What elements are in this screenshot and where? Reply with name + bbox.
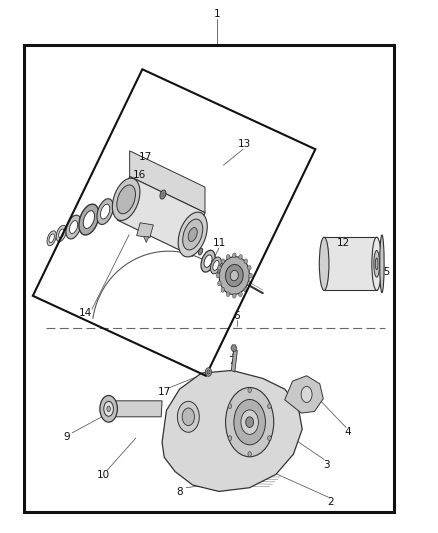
Text: 3: 3 bbox=[323, 460, 330, 470]
Ellipse shape bbox=[244, 287, 247, 292]
Polygon shape bbox=[137, 223, 153, 238]
Ellipse shape bbox=[234, 400, 265, 445]
Ellipse shape bbox=[228, 436, 232, 440]
Ellipse shape bbox=[59, 229, 64, 238]
Ellipse shape bbox=[66, 215, 81, 239]
Ellipse shape bbox=[216, 273, 220, 278]
Ellipse shape bbox=[97, 199, 113, 224]
Ellipse shape bbox=[198, 248, 203, 255]
Ellipse shape bbox=[226, 387, 274, 457]
Ellipse shape bbox=[244, 259, 247, 264]
Ellipse shape bbox=[218, 262, 227, 276]
Ellipse shape bbox=[183, 219, 203, 250]
Ellipse shape bbox=[177, 401, 199, 432]
Polygon shape bbox=[324, 237, 377, 290]
Ellipse shape bbox=[221, 259, 225, 264]
Text: 17: 17 bbox=[139, 152, 152, 161]
Ellipse shape bbox=[221, 287, 225, 292]
Text: 4: 4 bbox=[345, 427, 352, 437]
Ellipse shape bbox=[210, 257, 222, 274]
Ellipse shape bbox=[70, 221, 78, 233]
Ellipse shape bbox=[246, 417, 254, 427]
Text: 9: 9 bbox=[63, 432, 70, 442]
Ellipse shape bbox=[161, 192, 165, 197]
Ellipse shape bbox=[218, 265, 221, 270]
Ellipse shape bbox=[247, 281, 251, 286]
Ellipse shape bbox=[241, 410, 258, 434]
Ellipse shape bbox=[248, 452, 251, 456]
Ellipse shape bbox=[248, 387, 251, 392]
Ellipse shape bbox=[56, 225, 67, 241]
Ellipse shape bbox=[201, 250, 215, 272]
Ellipse shape bbox=[207, 370, 210, 374]
Text: 7: 7 bbox=[228, 356, 235, 366]
Ellipse shape bbox=[218, 281, 221, 286]
Ellipse shape bbox=[268, 436, 271, 440]
Ellipse shape bbox=[205, 368, 212, 376]
Ellipse shape bbox=[113, 178, 140, 221]
Ellipse shape bbox=[204, 255, 212, 268]
Polygon shape bbox=[144, 237, 149, 243]
Ellipse shape bbox=[100, 204, 110, 219]
Ellipse shape bbox=[372, 237, 381, 290]
Ellipse shape bbox=[230, 270, 238, 281]
Ellipse shape bbox=[226, 264, 243, 287]
Ellipse shape bbox=[117, 185, 135, 214]
Text: 16: 16 bbox=[133, 170, 146, 180]
Ellipse shape bbox=[301, 386, 312, 402]
Ellipse shape bbox=[233, 253, 236, 257]
Ellipse shape bbox=[83, 211, 95, 229]
Text: 17: 17 bbox=[158, 387, 171, 397]
Polygon shape bbox=[231, 349, 237, 372]
Ellipse shape bbox=[107, 406, 110, 411]
Bar bbox=[24, 45, 394, 512]
Ellipse shape bbox=[160, 190, 166, 199]
Ellipse shape bbox=[239, 292, 242, 297]
Polygon shape bbox=[285, 376, 323, 413]
Polygon shape bbox=[130, 151, 205, 213]
Ellipse shape bbox=[374, 251, 379, 277]
Polygon shape bbox=[112, 401, 162, 417]
Text: 11: 11 bbox=[212, 238, 226, 247]
Polygon shape bbox=[117, 176, 205, 256]
Ellipse shape bbox=[233, 294, 236, 298]
Ellipse shape bbox=[49, 234, 54, 243]
Text: 12: 12 bbox=[337, 238, 350, 247]
Ellipse shape bbox=[375, 258, 378, 270]
Text: 13: 13 bbox=[237, 139, 251, 149]
Text: 1: 1 bbox=[213, 10, 220, 19]
Ellipse shape bbox=[319, 237, 329, 290]
Ellipse shape bbox=[249, 273, 252, 278]
Ellipse shape bbox=[79, 204, 99, 235]
Text: 2: 2 bbox=[327, 497, 334, 507]
Text: 14: 14 bbox=[79, 309, 92, 318]
Ellipse shape bbox=[104, 401, 113, 416]
Text: 10: 10 bbox=[96, 471, 110, 480]
Ellipse shape bbox=[188, 228, 197, 241]
Text: 6: 6 bbox=[233, 311, 240, 320]
Ellipse shape bbox=[226, 254, 230, 259]
Ellipse shape bbox=[100, 395, 117, 422]
Ellipse shape bbox=[47, 231, 57, 246]
Ellipse shape bbox=[247, 265, 251, 270]
Ellipse shape bbox=[226, 292, 230, 297]
Ellipse shape bbox=[178, 212, 207, 257]
Ellipse shape bbox=[239, 254, 242, 259]
Ellipse shape bbox=[380, 235, 384, 293]
Ellipse shape bbox=[182, 408, 194, 425]
Ellipse shape bbox=[228, 404, 232, 408]
Text: 15: 15 bbox=[378, 267, 391, 277]
Text: 8: 8 bbox=[176, 487, 183, 497]
Polygon shape bbox=[162, 370, 302, 491]
Polygon shape bbox=[231, 345, 237, 351]
Ellipse shape bbox=[268, 404, 271, 408]
Ellipse shape bbox=[219, 256, 249, 295]
Ellipse shape bbox=[213, 261, 219, 270]
